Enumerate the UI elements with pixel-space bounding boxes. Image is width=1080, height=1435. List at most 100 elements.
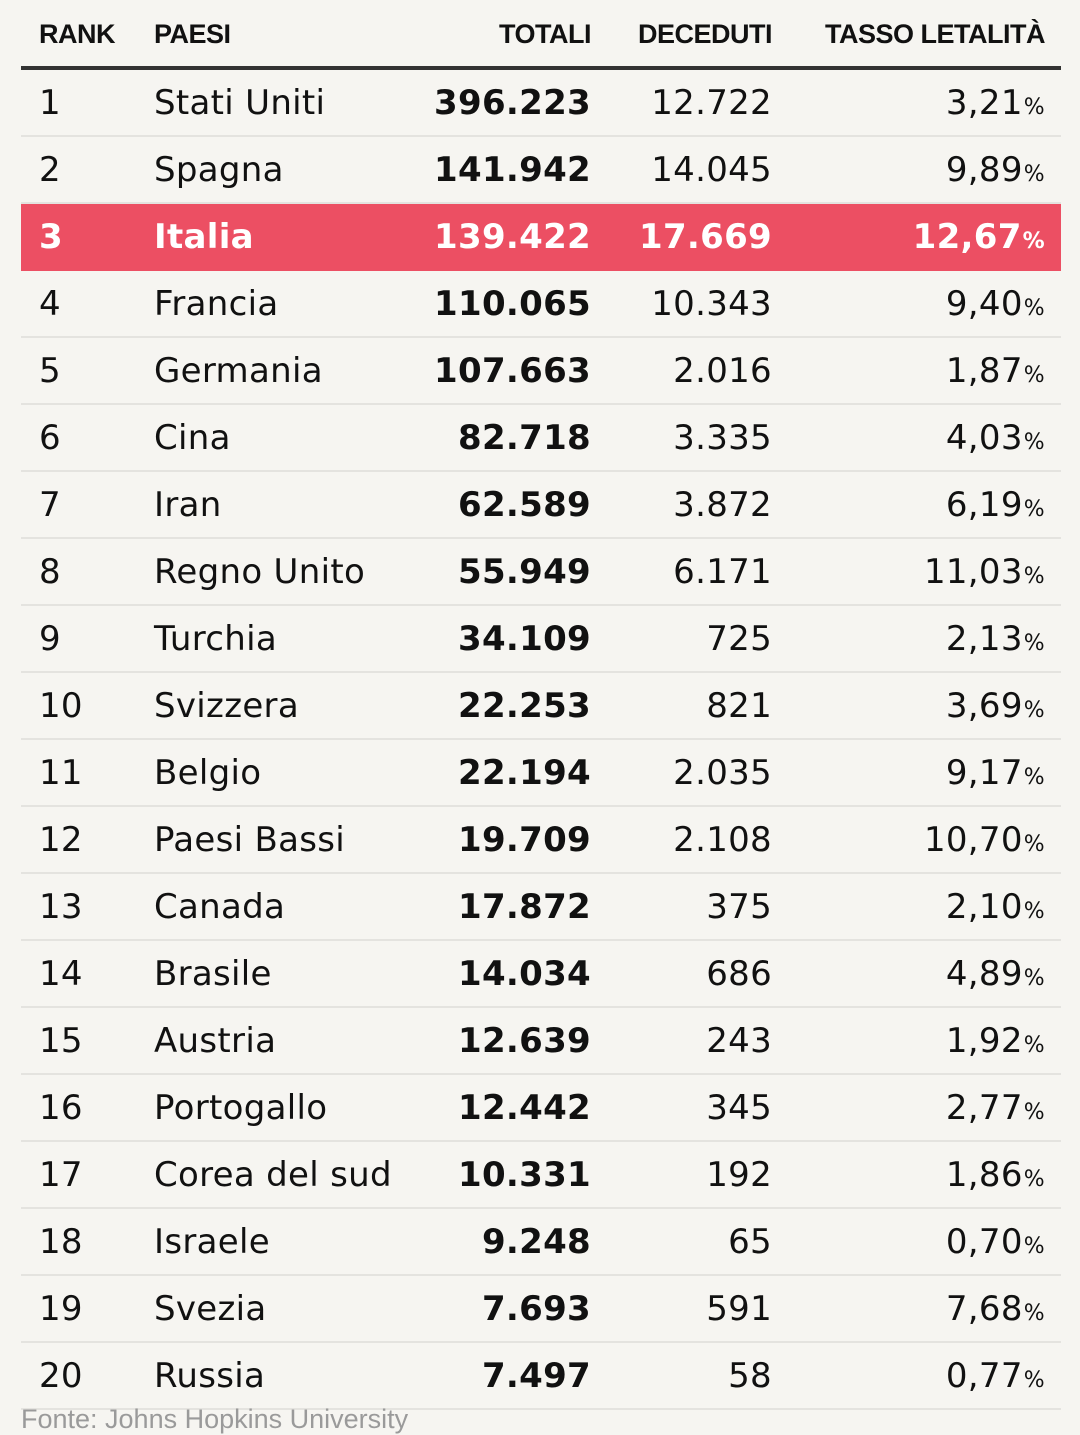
rate-value: 3,21 [945,83,1023,123]
deaths-cell: 375 [706,887,772,927]
rate-value: 9,40 [945,284,1023,324]
rate-value: 7,68 [945,1289,1023,1329]
rate-value: 0,70 [945,1222,1023,1262]
rank-cell: 15 [39,1021,83,1061]
total-cell: 55.949 [457,552,591,592]
rank-cell: 2 [39,150,61,190]
rank-cell: 8 [39,552,61,592]
table-row: 14 Brasile 14.034 686 4,89% [21,941,1061,1008]
fatality-rate-cell: 10,70% [924,820,1045,860]
country-cell: Portogallo [154,1088,328,1128]
rank-cell: 7 [39,485,61,525]
fatality-rate-cell: 9,17% [946,753,1045,793]
total-cell: 62.589 [457,485,591,525]
total-cell: 19.709 [457,820,591,860]
percent-sign: % [1023,162,1045,187]
rate-value: 11,03 [923,552,1023,592]
table-row: 19 Svezia 7.693 591 7,68% [21,1276,1061,1343]
rate-value: 1,86 [945,1155,1023,1195]
fatality-rate-cell: 0,77% [946,1356,1045,1396]
total-cell: 14.034 [457,954,591,994]
rate-value: 0,77 [945,1356,1023,1396]
deaths-cell: 725 [706,619,772,659]
percent-sign: % [1023,564,1045,589]
country-cell: Francia [154,284,279,324]
header-rank: RANK [39,19,116,49]
percent-sign: % [1023,296,1045,321]
total-cell: 9.248 [481,1222,591,1262]
table-row: 6 Cina 82.718 3.335 4,03% [21,405,1061,472]
fatality-rate-cell: 1,92% [946,1021,1045,1061]
total-cell: 107.663 [434,351,591,391]
percent-sign: % [1023,1368,1045,1393]
table-row: 10 Svizzera 22.253 821 3,69% [21,673,1061,740]
rate-value: 12,67 [912,217,1022,257]
country-cell: Austria [154,1021,277,1061]
rank-cell: 14 [39,954,83,994]
deaths-cell: 10.343 [651,284,772,324]
deaths-cell: 2.016 [673,351,772,391]
total-cell: 139.422 [434,217,591,257]
table-header: RANK PAESI TOTALI DECEDUTI TASSO LETALIT… [21,0,1061,70]
rank-cell: 13 [39,887,83,927]
deaths-cell: 17.669 [638,217,772,257]
header-fatality-rate: TASSO LETALITÀ [825,19,1045,49]
table-row: 2 Spagna 141.942 14.045 9,89% [21,137,1061,204]
rank-cell: 17 [39,1155,83,1195]
percent-sign: % [1023,1167,1045,1192]
rate-value: 1,87 [945,351,1023,391]
table-row: 4 Francia 110.065 10.343 9,40% [21,271,1061,338]
fatality-rate-cell: 3,21% [946,83,1045,123]
fatality-rate-cell: 1,86% [946,1155,1045,1195]
country-cell: Regno Unito [154,552,366,592]
total-cell: 7.693 [481,1289,591,1329]
rank-cell: 19 [39,1289,83,1329]
percent-sign: % [1022,229,1045,254]
country-cell: Paesi Bassi [154,820,346,860]
rank-cell: 9 [39,619,61,659]
country-cell: Stati Uniti [154,83,326,123]
rate-value: 4,03 [945,418,1023,458]
rank-cell: 10 [39,686,83,726]
table-row: 1 Stati Uniti 396.223 12.722 3,21% [21,70,1061,137]
country-cell: Iran [154,485,222,525]
table-row: 20 Russia 7.497 58 0,77% [21,1343,1061,1410]
total-cell: 22.194 [457,753,591,793]
table-row: 5 Germania 107.663 2.016 1,87% [21,338,1061,405]
fatality-rate-cell: 1,87% [946,351,1045,391]
country-cell: Italia [154,217,254,257]
table-row: 12 Paesi Bassi 19.709 2.108 10,70% [21,807,1061,874]
country-cell: Israele [154,1222,270,1262]
total-cell: 110.065 [434,284,591,324]
rank-cell: 3 [39,217,63,257]
deaths-cell: 14.045 [651,150,772,190]
table-row: 18 Israele 9.248 65 0,70% [21,1209,1061,1276]
deaths-cell: 65 [728,1222,772,1262]
fatality-rate-cell: 12,67% [913,217,1045,257]
rate-value: 2,77 [945,1088,1023,1128]
rank-cell: 18 [39,1222,83,1262]
country-cell: Svizzera [154,686,299,726]
table-row: 16 Portogallo 12.442 345 2,77% [21,1075,1061,1142]
total-cell: 82.718 [457,418,591,458]
fatality-rate-cell: 2,13% [946,619,1045,659]
percent-sign: % [1023,1301,1045,1326]
rate-value: 1,92 [945,1021,1023,1061]
deaths-cell: 2.108 [673,820,772,860]
percent-sign: % [1023,1033,1045,1058]
fatality-rate-cell: 3,69% [946,686,1045,726]
country-cell: Cina [154,418,231,458]
percent-sign: % [1023,1100,1045,1125]
percent-sign: % [1023,899,1045,924]
fatality-rate-cell: 9,40% [946,284,1045,324]
country-cell: Corea del sud [154,1155,392,1195]
header-total: TOTALI [499,19,592,49]
deaths-cell: 192 [706,1155,772,1195]
total-cell: 17.872 [457,887,591,927]
percent-sign: % [1023,698,1045,723]
percent-sign: % [1023,95,1045,120]
country-cell: Spagna [154,150,284,190]
rate-value: 2,13 [945,619,1023,659]
rank-cell: 5 [39,351,61,391]
percent-sign: % [1023,1234,1045,1259]
